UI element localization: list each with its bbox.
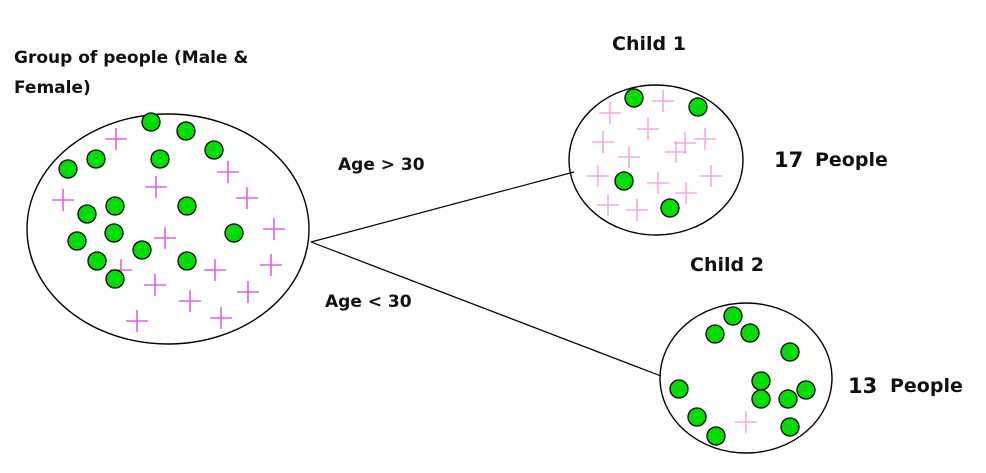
child2-circle-marker [669,379,689,399]
child1-circle-marker [614,171,634,191]
parent-plus-marker [52,189,74,211]
edge-line-upper [310,171,575,243]
parent-circle-marker [104,223,124,243]
child1-count: 17 [774,148,803,172]
child2-circle-marker [796,380,816,400]
child1-plus-marker [637,118,659,140]
child2-count-unit: People [890,375,963,397]
child1-circle-marker [688,97,708,117]
parent-circle-marker [176,121,196,141]
child1-circle-marker [624,88,644,108]
parent-circle-marker [87,251,107,271]
child1-plus-marker [700,165,722,187]
child1-plus-marker [599,102,621,124]
parent-plus-marker [154,227,176,249]
child1-plus-marker [597,194,619,216]
parent-plus-marker [126,310,148,332]
child2-circle-marker [705,324,725,344]
child1-plus-marker [665,141,687,163]
child1-plus-marker [618,146,640,168]
parent-plus-marker [145,176,167,198]
child1-plus-marker [647,172,669,194]
parent-plus-marker [263,218,285,240]
parent-plus-marker [179,290,201,312]
child1-points [587,88,722,221]
child2-circle-marker [778,389,798,409]
child2-node-circle [659,302,833,454]
parent-node-circle [26,113,310,345]
child1-circle-marker [660,198,680,218]
child1-node-circle [568,84,744,236]
parent-plus-marker [217,161,239,183]
child1-plus-marker [674,132,696,154]
child2-circle-marker [687,407,707,427]
parent-circle-marker [204,140,224,160]
parent-circle-marker [141,112,161,132]
parent-circle-marker [150,149,170,169]
edge-label-lower: Age < 30 [325,292,412,312]
parent-circle-marker [77,204,97,224]
child2-circle-marker [780,417,800,437]
child2-plus-marker [735,411,757,433]
child1-count-unit: People [815,149,888,171]
child1-title: Child 1 [612,33,686,55]
edge-line-lower [310,241,662,377]
parent-plus-marker [236,187,258,209]
child2-count: 13 [848,374,877,398]
child2-circle-marker [706,426,726,446]
edge-label-upper: Age > 30 [338,155,425,175]
parent-title-line2: Female) [14,78,91,98]
parent-circle-marker [224,223,244,243]
parent-circle-marker [177,251,197,271]
child1-plus-marker [675,182,697,204]
parent-points [52,112,285,332]
parent-circle-marker [105,196,125,216]
parent-plus-marker [210,307,232,329]
child2-points [669,306,816,446]
parent-circle-marker [67,231,87,251]
parent-circle-marker [58,159,78,179]
parent-circle-marker [177,196,197,216]
parent-circle-marker [86,149,106,169]
parent-plus-marker [105,128,127,150]
parent-circle-marker [105,269,125,289]
child2-circle-marker [740,323,760,343]
parent-plus-marker [144,274,166,296]
child2-title: Child 2 [690,254,764,276]
child1-plus-marker [587,165,609,187]
child2-circle-marker [780,342,800,362]
parent-plus-marker [204,259,226,281]
child1-plus-marker [592,131,614,153]
parent-title-line1: Group of people (Male & [14,48,248,68]
child2-circle-marker [751,371,771,391]
child1-plus-marker [626,199,648,221]
child2-circle-marker [751,389,771,409]
parent-circle-marker [132,240,152,260]
parent-plus-marker [237,281,259,303]
parent-plus-marker [260,254,282,276]
child1-plus-marker [694,128,716,150]
child1-plus-marker [652,90,674,112]
child2-circle-marker [723,306,743,326]
